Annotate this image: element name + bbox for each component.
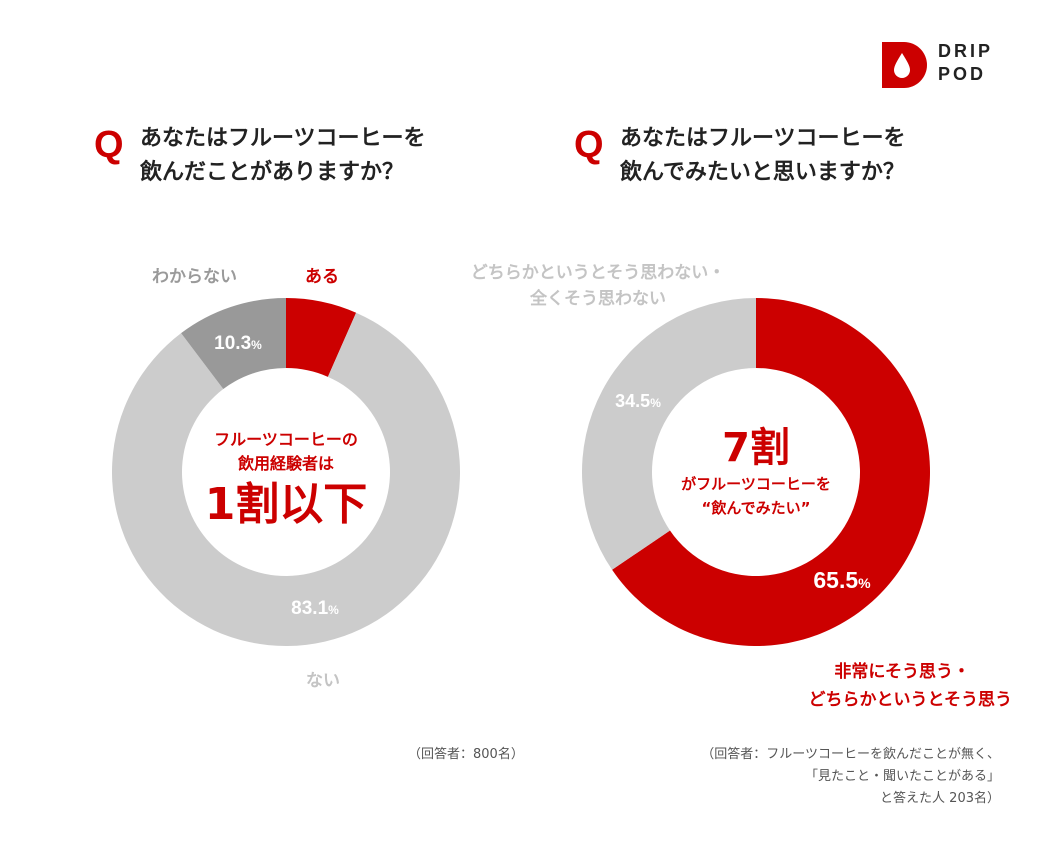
- drop-icon: [894, 53, 910, 78]
- center-line-1: フルーツコーヒーの: [214, 430, 358, 449]
- question-left: あなたはフルーツコーヒーを 飲んだことがありますか？: [140, 126, 426, 185]
- brand-line-2: POD: [938, 64, 987, 84]
- note-right-line-3: と答えた人 203名）: [880, 791, 1000, 806]
- center-line-3: “飲んでみたい”: [701, 499, 811, 517]
- note-right-line-1: （回答者：フルーツコーヒーを飲んだことが無く、: [701, 747, 1000, 762]
- slice-dont-want: [582, 298, 756, 570]
- center-line-2: がフルーツコーヒーを: [681, 475, 831, 493]
- label-want-line-1: 非常にそう思う・: [834, 662, 970, 682]
- value-label-aru: 6.6%: [405, 322, 448, 347]
- label-aru: ある: [305, 267, 339, 287]
- right-center-text: 7割 がフルーツコーヒーを “飲んでみたい”: [656, 424, 856, 520]
- label-dont-want-line-1: どちらかというとそう思わない・: [470, 263, 726, 283]
- label-dont-want: どちらかというとそう思わない・ 全くそう思わない: [440, 260, 756, 312]
- value-label-wakaranai: 10.3%: [214, 333, 262, 354]
- center-line-1: 7割: [722, 425, 790, 471]
- label-wakaranai: わからない: [152, 267, 237, 287]
- slice-wakaranai: [181, 298, 286, 390]
- value-label-dont-want: 34.5%: [615, 391, 661, 411]
- note-right-line-2: 「見たこと・聞いたことがある」: [804, 769, 1000, 784]
- question-mark-left: Q: [94, 124, 124, 166]
- slice-nai: [112, 312, 460, 646]
- label-want: 非常にそう思う・ どちらかというとそう思う: [756, 658, 1013, 714]
- value-label-want: 65.5%: [813, 567, 871, 593]
- question-mark-right: Q: [574, 124, 604, 166]
- left-center-text: フルーツコーヒーの 飲用経験者は 1割以下: [186, 428, 386, 532]
- center-line-3: 1割以下: [204, 479, 368, 530]
- value-label-nai: 83.1%: [291, 598, 339, 619]
- brand-name: DRIP POD: [938, 40, 993, 86]
- donut-chart-left: 6.6% 83.1% 10.3%: [112, 298, 460, 646]
- label-nai: ない: [306, 671, 340, 691]
- label-dont-want-line-2: 全くそう思わない: [530, 289, 666, 309]
- donut-chart-right: 65.5% 34.5%: [582, 298, 930, 646]
- center-line-2: 飲用経験者は: [237, 454, 334, 473]
- question-right: あなたはフルーツコーヒーを 飲んでみたいと思いますか？: [620, 126, 906, 185]
- slice-want: [612, 298, 930, 646]
- note-right: （回答者：フルーツコーヒーを飲んだことが無く、 「見たこと・聞いたことがある」 …: [600, 744, 1000, 810]
- slice-aru: [286, 298, 357, 377]
- drip-pod-logo: [882, 42, 927, 88]
- note-left: （回答者：800名）: [408, 747, 524, 762]
- brand-line-1: DRIP: [938, 41, 994, 61]
- label-want-line-2: どちらかというとそう思う: [808, 690, 1013, 710]
